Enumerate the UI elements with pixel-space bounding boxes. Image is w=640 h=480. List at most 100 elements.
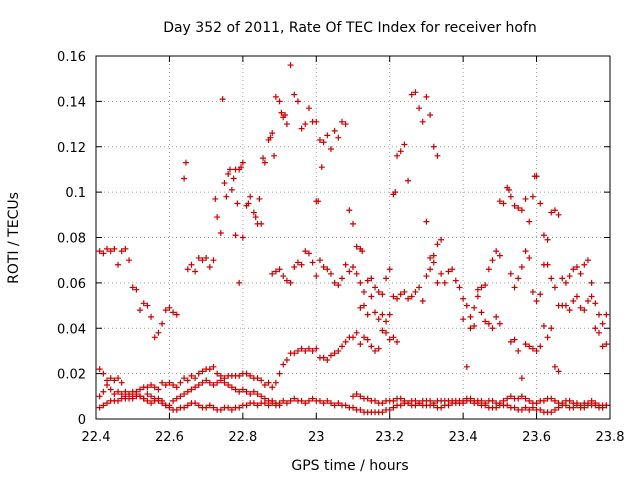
data-point — [573, 293, 580, 300]
data-point — [478, 397, 485, 404]
data-point — [526, 218, 533, 225]
chart-title: Day 352 of 2011, Rate Of TEC Index for r… — [163, 20, 537, 36]
data-point — [430, 252, 437, 259]
data-point — [482, 318, 489, 325]
data-point — [338, 343, 345, 350]
data-point — [467, 325, 474, 332]
data-point — [239, 386, 246, 393]
data-point — [258, 393, 265, 400]
data-point — [313, 118, 320, 125]
data-point — [287, 279, 294, 286]
data-point — [474, 286, 481, 293]
data-point — [566, 307, 573, 314]
data-point — [595, 402, 602, 409]
data-point — [430, 259, 437, 266]
data-point — [434, 279, 441, 286]
data-point — [485, 320, 492, 327]
data-point — [390, 293, 397, 300]
data-point — [394, 295, 401, 302]
data-point — [390, 334, 397, 341]
data-point — [581, 261, 588, 268]
data-point — [368, 293, 375, 300]
data-point — [107, 386, 114, 393]
data-point — [379, 409, 386, 416]
data-point — [434, 152, 441, 159]
data-point — [236, 404, 243, 411]
data-point — [280, 397, 287, 404]
y-tick-label: 0.06 — [57, 277, 86, 292]
data-point — [260, 155, 267, 162]
data-point — [555, 211, 562, 218]
data-point — [148, 393, 155, 400]
data-point — [173, 395, 180, 402]
data-point — [463, 363, 470, 370]
data-point — [522, 395, 529, 402]
data-point — [184, 402, 191, 409]
data-point — [397, 148, 404, 155]
data-point — [405, 177, 412, 184]
data-point — [375, 288, 382, 295]
data-point — [324, 397, 331, 404]
data-point — [338, 275, 345, 282]
data-point — [195, 370, 202, 377]
data-point — [302, 400, 309, 407]
data-point — [551, 284, 558, 291]
data-point — [272, 268, 279, 275]
data-point — [210, 363, 217, 370]
data-point — [177, 379, 184, 386]
data-point — [181, 391, 188, 398]
data-point — [214, 379, 221, 386]
data-point — [518, 207, 525, 214]
data-point — [250, 400, 257, 407]
data-point — [223, 193, 230, 200]
data-point — [570, 266, 577, 273]
data-point — [111, 391, 118, 398]
data-point — [206, 366, 213, 373]
data-point — [346, 207, 353, 214]
data-point — [562, 279, 569, 286]
data-point — [181, 404, 188, 411]
data-point — [271, 152, 278, 159]
data-point — [529, 345, 536, 352]
data-point — [496, 198, 503, 205]
data-point — [540, 232, 547, 239]
data-point — [291, 350, 298, 357]
data-point — [276, 402, 283, 409]
y-tick-label: 0.02 — [57, 368, 86, 383]
data-point — [151, 384, 158, 391]
data-point — [592, 300, 599, 307]
data-point — [526, 406, 533, 413]
data-point — [368, 343, 375, 350]
data-point — [230, 175, 237, 182]
data-point — [181, 375, 188, 382]
data-point — [243, 370, 250, 377]
data-point — [269, 130, 276, 137]
data-point — [584, 257, 591, 264]
data-point — [412, 402, 419, 409]
data-point — [327, 146, 334, 153]
data-point — [261, 159, 268, 166]
data-point — [239, 234, 246, 241]
data-point — [482, 282, 489, 289]
data-point — [129, 395, 136, 402]
y-tick-label: 0.1 — [65, 186, 86, 201]
data-point — [562, 302, 569, 309]
data-point — [372, 284, 379, 291]
data-point — [320, 354, 327, 361]
data-point — [162, 381, 169, 388]
data-point — [592, 400, 599, 407]
data-point — [313, 345, 320, 352]
data-point — [315, 198, 322, 205]
data-point — [526, 343, 533, 350]
data-point — [305, 250, 312, 257]
data-point — [394, 338, 401, 345]
y-tick-label: 0 — [78, 413, 86, 428]
data-point — [394, 152, 401, 159]
data-point — [96, 366, 103, 373]
data-point — [438, 270, 445, 277]
data-point — [419, 118, 426, 125]
data-point — [383, 318, 390, 325]
data-point — [309, 395, 316, 402]
data-point — [214, 370, 221, 377]
data-point — [250, 388, 257, 395]
